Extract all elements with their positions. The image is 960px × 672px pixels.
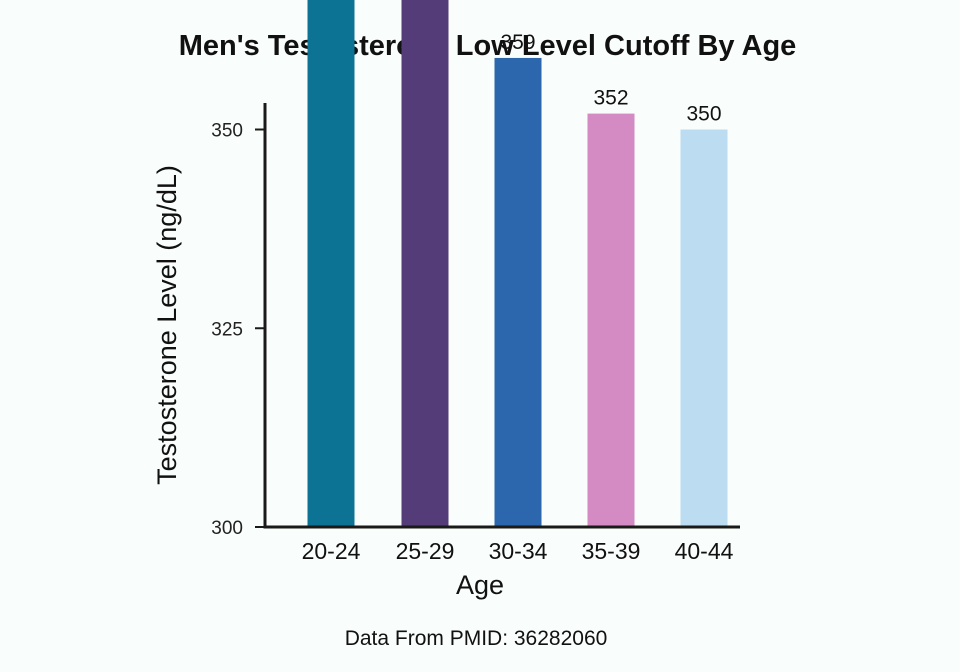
y-axis-ticks: 300325350375400 bbox=[211, 121, 265, 539]
chart-title: Men's Testosterone Low Level Cutoff By A… bbox=[178, 30, 797, 62]
x-tick-label: 25-29 bbox=[396, 538, 455, 564]
data-label: 352 bbox=[593, 87, 628, 110]
bars bbox=[307, 0, 728, 527]
y-tick-label: 325 bbox=[211, 319, 243, 340]
x-tick-label: 35-39 bbox=[582, 538, 641, 564]
bar-35-39 bbox=[587, 113, 635, 527]
bar-25-29 bbox=[401, 0, 449, 527]
x-tick-label: 20-24 bbox=[302, 538, 361, 564]
x-tick-label: 30-34 bbox=[489, 538, 548, 564]
y-tick-label: 350 bbox=[211, 121, 243, 142]
source-note: Data From PMID: 36282060 bbox=[344, 627, 608, 650]
bar-20-24 bbox=[307, 0, 355, 527]
x-axis-tick-labels: 20-24 25-29 30-34 35-39 40-44 bbox=[302, 538, 734, 564]
data-labels: 409413359352350 bbox=[500, 31, 721, 126]
data-label: 359 bbox=[500, 31, 535, 54]
y-tick-label: 300 bbox=[211, 518, 243, 539]
y-axis-title: Testosterone Level (ng/dL) bbox=[152, 165, 182, 485]
bar-40-44 bbox=[680, 129, 728, 527]
data-label: 350 bbox=[686, 103, 721, 126]
bar-30-34 bbox=[494, 57, 542, 527]
x-tick-label: 40-44 bbox=[675, 538, 734, 564]
x-axis-title: Age bbox=[456, 570, 504, 600]
